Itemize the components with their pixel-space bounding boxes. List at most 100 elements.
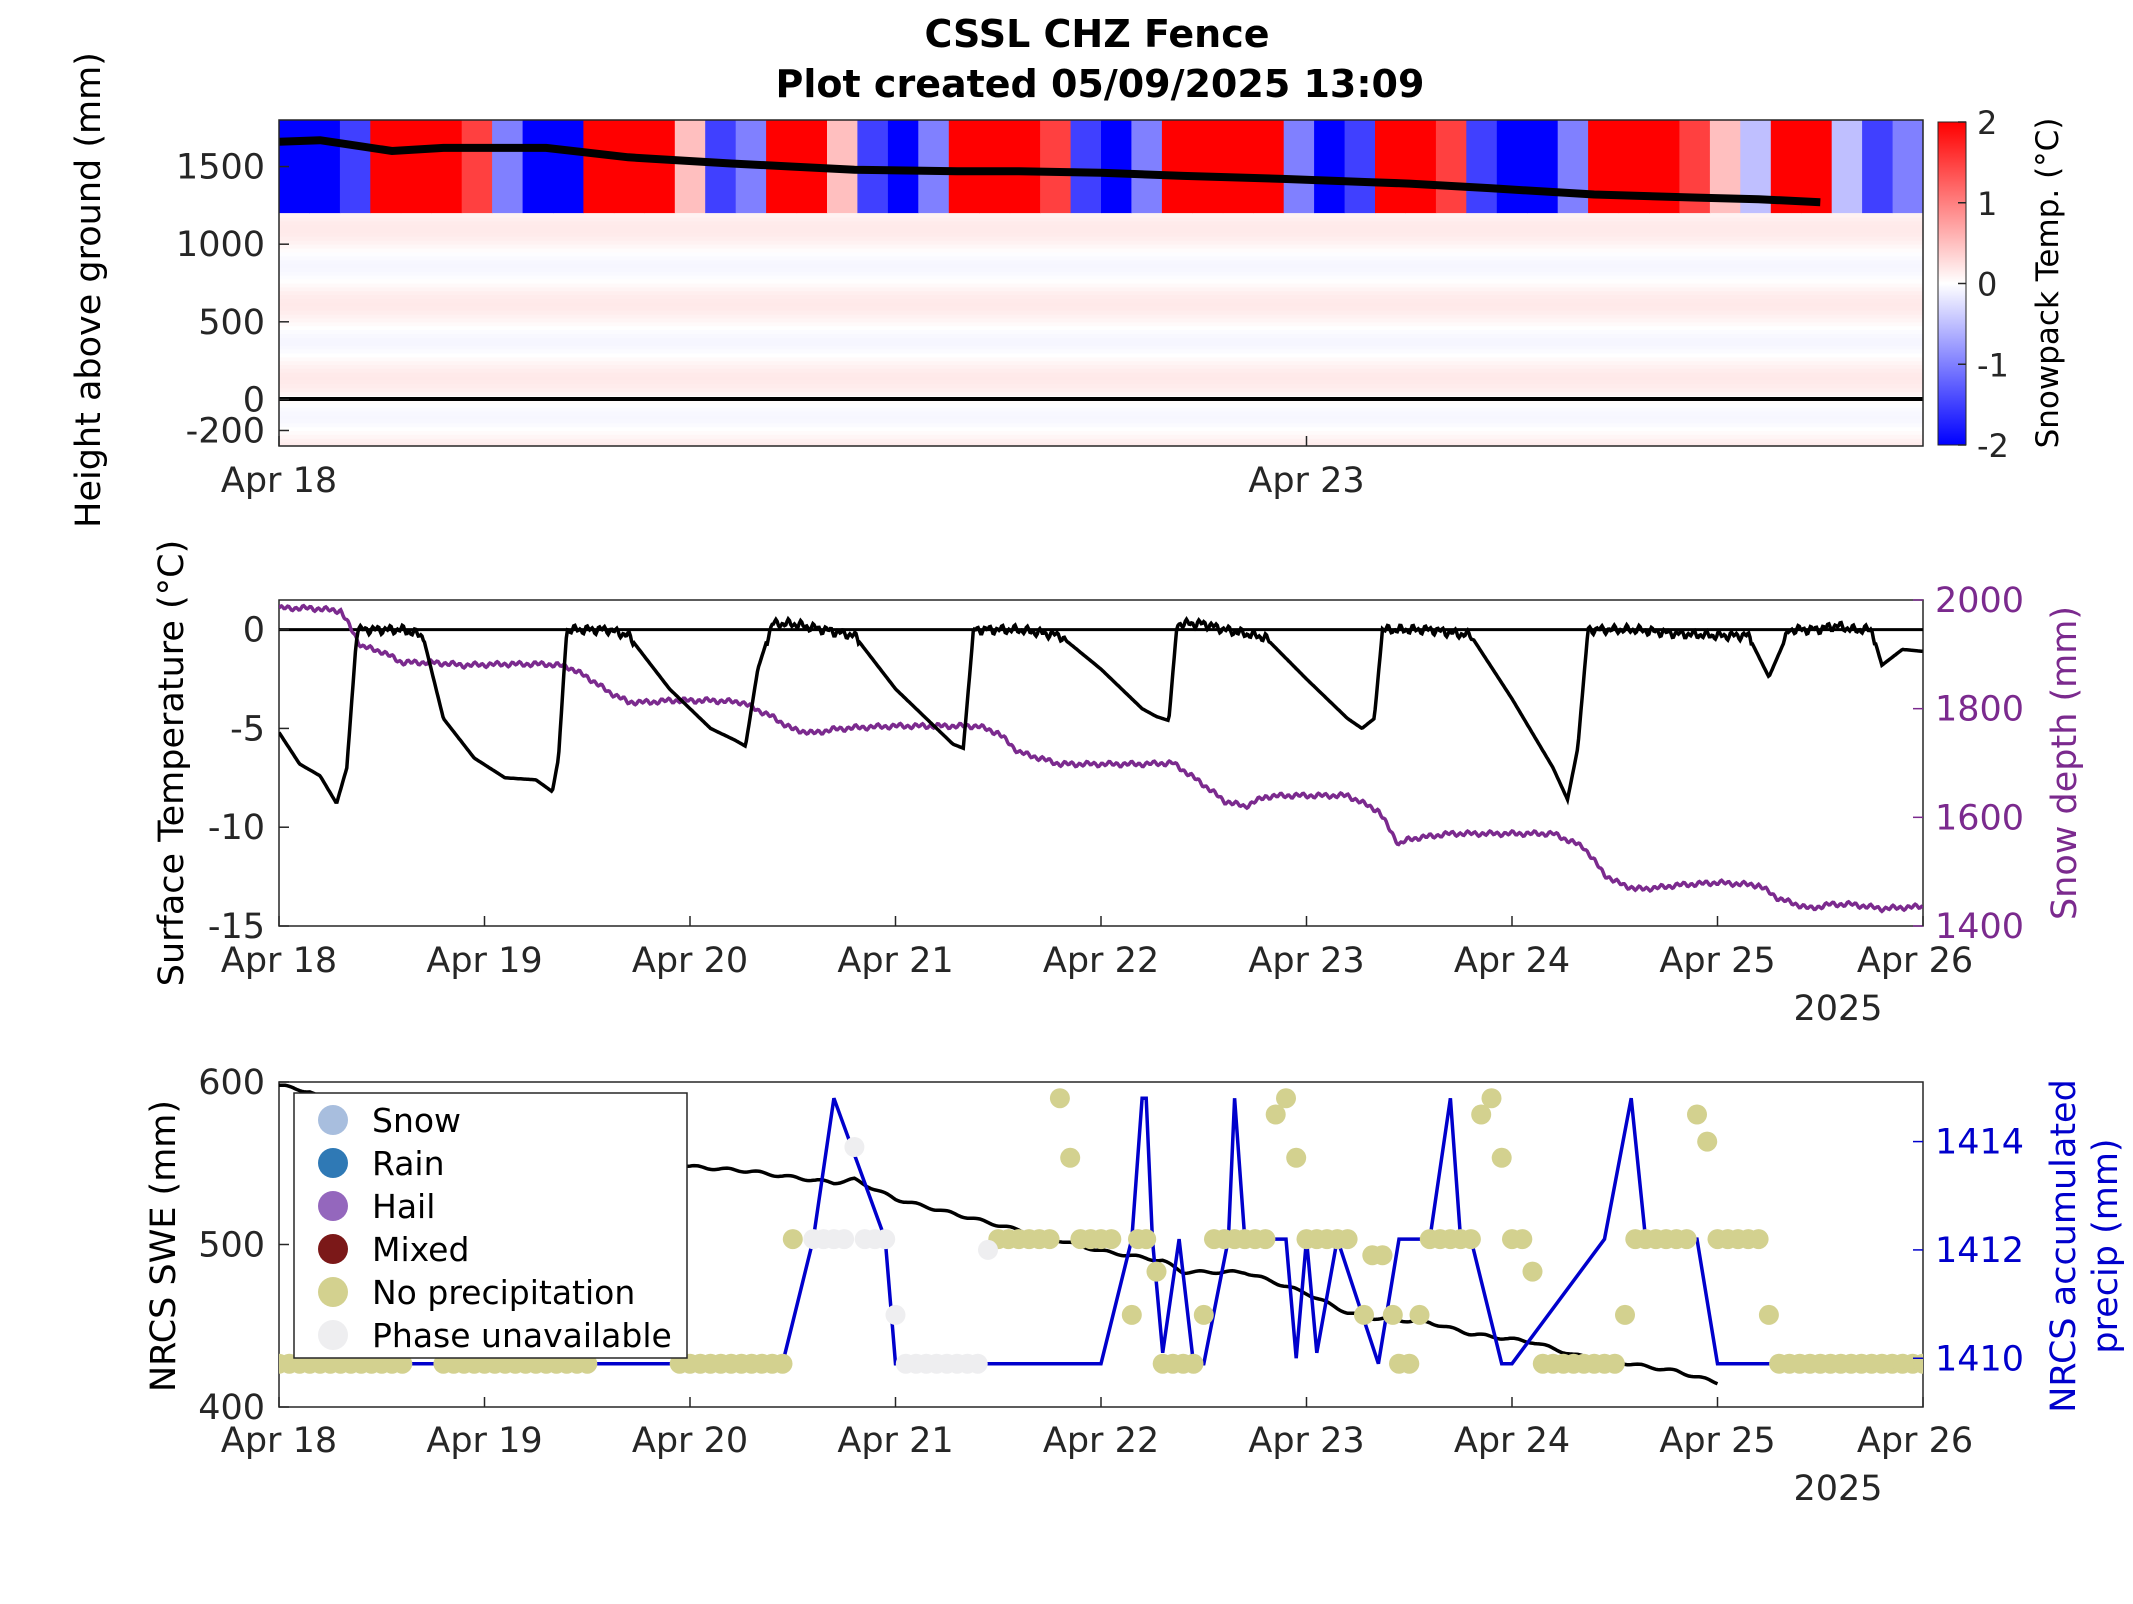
heatmap-band — [279, 252, 1923, 257]
swe-precip-panel: 600 500 400 1414 1412 1410 Apr 18 Apr 19 Apr 2… — [144, 1063, 2126, 1509]
accumulated-precip-line — [279, 1096, 1923, 1366]
panel2-xtick-label: Apr 21 — [837, 941, 953, 981]
heatmap-band — [279, 325, 1923, 331]
heatmap-cell — [644, 120, 676, 214]
heatmap-band — [279, 337, 1923, 342]
panel3-xtick-label: Apr 22 — [1043, 1421, 1159, 1461]
panel2-xtick-label: Apr 23 — [1248, 941, 1364, 981]
swe-ylabel: NRCS SWE (mm) — [144, 1100, 184, 1392]
depth-ytick-label: 1600 — [1935, 798, 2024, 838]
figure-subtitle: Plot created 05/09/2025 13:09 — [776, 62, 1425, 106]
heatmap-band — [279, 415, 1923, 420]
heatmap-cell — [400, 120, 432, 214]
heatmap-band — [279, 345, 1923, 350]
heatmap-band — [279, 422, 1923, 428]
heatmap-cell — [674, 120, 706, 214]
legend-label: Rain — [372, 1144, 445, 1183]
legend-marker — [318, 1105, 348, 1135]
heatmap-frame — [278, 119, 1924, 447]
panel2-year-label: 2025 — [1793, 989, 1882, 1029]
heatmap-cell — [309, 120, 341, 214]
heatmap-cell — [431, 120, 463, 214]
legend-box — [293, 1092, 688, 1359]
snow-depth-line — [279, 603, 1923, 914]
precip-ylabel: NRCS accumulated precip (mm) — [2044, 1079, 2126, 1413]
heatmap-band — [279, 310, 1923, 315]
surface-temperature-panel: 0 -5 -10 -15 2000 1800 1600 1400 Apr 18 Apr 19 A… — [152, 540, 2085, 1029]
phase-point — [844, 1137, 865, 1157]
phase-point — [1758, 1304, 1779, 1325]
phase-point — [1337, 1229, 1358, 1250]
legend-marker — [318, 1277, 348, 1307]
heatmap-band — [279, 407, 1923, 412]
panel2-xtick-label: Apr 22 — [1043, 941, 1159, 981]
heatmap-band — [279, 321, 1923, 327]
heatmap-xtick-label: Apr 18 — [221, 461, 337, 501]
figure-title: CSSL CHZ Fence — [924, 12, 1269, 56]
heatmap-band — [279, 263, 1923, 268]
colorbar-label: Snowpack Temp. (°C) — [2030, 118, 2066, 449]
phase-point — [772, 1353, 793, 1374]
panel2-xtick-label: Apr 25 — [1659, 941, 1775, 981]
heatmap-band — [279, 372, 1923, 377]
heatmap-band — [279, 380, 1923, 385]
heatmap-cell — [1801, 120, 1833, 214]
phase-point — [1039, 1229, 1060, 1250]
heatmap-cell — [1070, 120, 1102, 214]
heatmap-band — [279, 275, 1923, 280]
heatmap-band — [279, 228, 1923, 234]
phase-point — [1687, 1104, 1707, 1125]
colorbar-tick-label: -2 — [1977, 427, 2009, 465]
temperature-ytick-label: -10 — [208, 808, 265, 848]
heatmap-band — [279, 294, 1923, 299]
heatmap-cell — [1375, 120, 1406, 214]
phase-point — [1615, 1304, 1635, 1325]
heatmap-cell — [1496, 120, 1528, 214]
heatmap-band — [279, 236, 1923, 241]
heatmap-cell — [1192, 120, 1224, 214]
phase-point — [1748, 1229, 1769, 1250]
heatmap-band — [279, 283, 1923, 288]
heatmap-band — [279, 383, 1923, 389]
heatmap-cell — [979, 120, 1011, 214]
phase-point — [1481, 1088, 1502, 1109]
temperature-ytick-label: 0 — [243, 611, 265, 651]
heatmap-cell — [1283, 120, 1315, 214]
heatmap-cell — [1557, 120, 1589, 214]
phase-point — [1193, 1304, 1214, 1325]
panel3-xtick-label: Apr 18 — [221, 1421, 337, 1461]
heatmap-band — [279, 290, 1923, 296]
precip-ytick-label: 1414 — [1935, 1123, 2024, 1163]
heatmap-band — [279, 220, 1923, 226]
phase-point — [1697, 1131, 1718, 1152]
precip-ylabel-line2: precip (mm) — [2086, 1138, 2126, 1353]
heatmap-band — [279, 426, 1923, 431]
panel2-xtick-label: Apr 18 — [221, 941, 337, 981]
precip-ytick-label: 1410 — [1935, 1339, 2024, 1379]
heatmap-cell — [583, 120, 615, 214]
heatmap-cell — [1344, 120, 1376, 214]
heatmap-cell — [522, 120, 554, 214]
phase-point — [1512, 1229, 1533, 1250]
heatmap-band — [279, 298, 1923, 303]
heatmap-band — [279, 430, 1923, 435]
phase-point — [1491, 1147, 1512, 1168]
temperature-ytick-label: -5 — [230, 709, 265, 749]
heatmap-cell — [339, 120, 371, 214]
heatmap-band — [279, 224, 1923, 230]
snow-surface-line — [279, 136, 1821, 207]
panel3-xtick-label: Apr 25 — [1659, 1421, 1775, 1461]
phase-point — [885, 1304, 906, 1325]
heatmap-band — [279, 368, 1923, 373]
heatmap-band — [279, 399, 1923, 404]
phase-point — [1372, 1245, 1393, 1266]
phase-point — [1265, 1104, 1286, 1125]
heatmap-cell — [1527, 120, 1559, 214]
heatmap-cell — [1892, 120, 1923, 214]
heatmap-ylabel: Height above ground (mm) — [69, 52, 109, 528]
panel3-xtick-label: Apr 20 — [632, 1421, 748, 1461]
heatmap-cell — [1435, 120, 1467, 214]
heatmap-band — [279, 213, 1923, 218]
